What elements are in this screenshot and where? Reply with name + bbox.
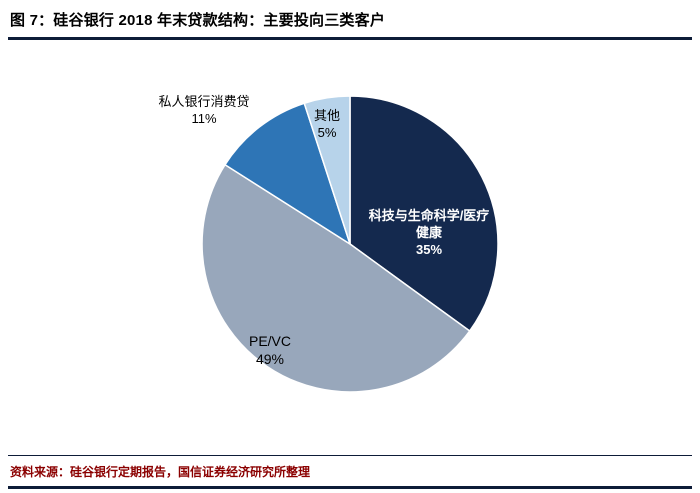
- slice-label-tech-life-science: 科技与生命科学/医疗健康 35%: [364, 208, 494, 259]
- slice-name: PE/VC: [248, 333, 291, 349]
- figure-header: 图 7：硅谷银行 2018 年末贷款结构：主要投向三类客户: [0, 0, 700, 40]
- slice-label-pevc: PE/VC 49%: [214, 332, 326, 368]
- footer-rule-top: [8, 455, 692, 456]
- pie-slice: [224, 102, 352, 246]
- figure-footer: 资料来源：硅谷银行定期报告，国信证券经济研究所整理: [0, 455, 700, 493]
- pie-slices: [201, 95, 499, 393]
- pie-chart-area: 私人银行消费贷 11% 其他 5% 科技与生命科学/医疗健康 35% PE/VC…: [0, 40, 700, 464]
- slice-label-other: 其他 5%: [298, 108, 356, 142]
- slice-name: 私人银行消费贷: [158, 94, 250, 109]
- title-underline: [8, 37, 692, 40]
- slice-percent: 49%: [255, 351, 285, 368]
- source-note: 资料来源：硅谷银行定期报告，国信证券经济研究所整理: [10, 465, 311, 479]
- pie-slice: [349, 95, 499, 333]
- slice-name: 科技与生命科学/医疗健康: [368, 208, 490, 240]
- figure-title: 图 7：硅谷银行 2018 年末贷款结构：主要投向三类客户: [10, 12, 386, 29]
- footer-rule-bottom: [8, 486, 692, 489]
- slice-label-private-banking: 私人银行消费贷 11%: [128, 94, 280, 128]
- slice-name: 其他: [313, 108, 340, 123]
- slice-percent: 35%: [415, 241, 443, 257]
- pie-slice: [201, 163, 471, 393]
- pie-slice: [303, 95, 351, 245]
- slice-percent: 11%: [191, 110, 217, 126]
- pie-chart: [201, 95, 499, 393]
- slice-percent: 5%: [317, 124, 337, 140]
